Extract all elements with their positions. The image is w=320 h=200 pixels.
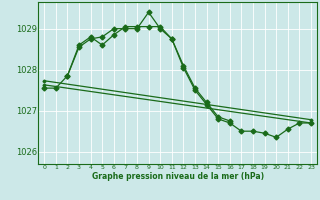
X-axis label: Graphe pression niveau de la mer (hPa): Graphe pression niveau de la mer (hPa) <box>92 172 264 181</box>
